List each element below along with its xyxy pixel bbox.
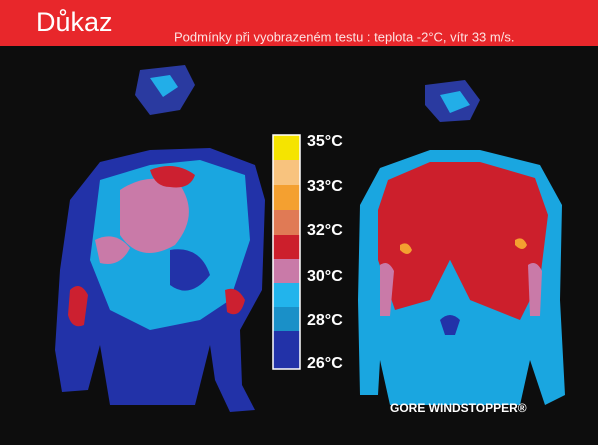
color-scale: [273, 135, 300, 369]
legend-label: 33°C: [307, 178, 343, 195]
legend-label: 32°C: [307, 222, 343, 239]
brand-label: GORE WINDSTOPPER®: [390, 401, 527, 415]
legend-label: 26°C: [307, 355, 343, 372]
page: Důkaz Podmínky při vyobrazeném testu : t…: [0, 0, 598, 445]
legend-label: 28°C: [307, 312, 343, 329]
legend-label: 30°C: [307, 268, 343, 285]
header-subtitle: Podmínky při vyobrazeném testu : teplota…: [174, 29, 514, 44]
legend-label: 35°C: [307, 133, 343, 150]
screenshot: Důkaz Podmínky při vyobrazeném testu : t…: [0, 0, 598, 445]
header-title: Důkaz: [36, 7, 113, 37]
